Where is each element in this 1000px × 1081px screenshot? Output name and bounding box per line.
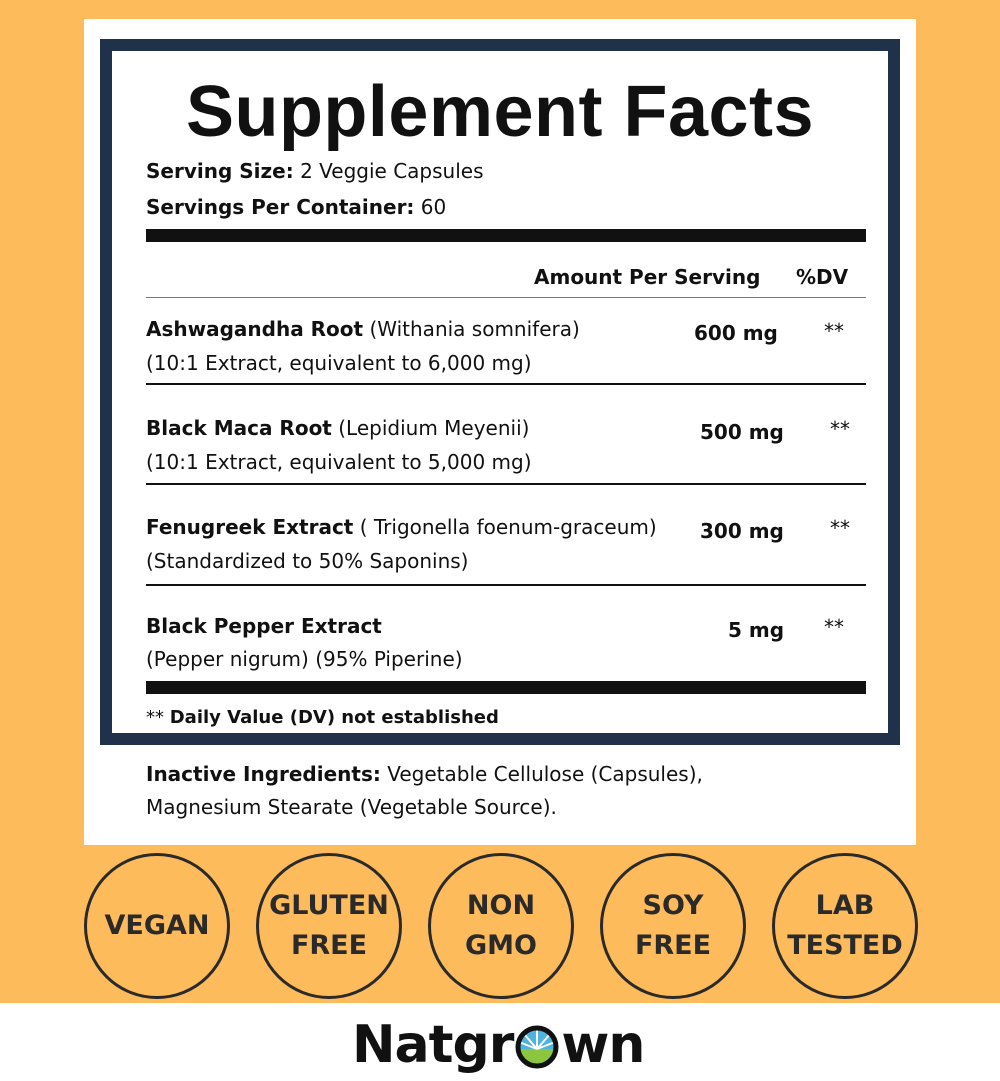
ingredient-name: Black Pepper Extract (146, 614, 382, 638)
badge-text: GLUTEN (269, 890, 389, 921)
ingredient-name: Ashwagandha Root (146, 317, 364, 341)
serving-size: Serving Size: 2 Veggie Capsules (146, 159, 484, 183)
serving-size-value: 2 Veggie Capsules (300, 159, 484, 183)
title: Supplement Facts (185, 72, 815, 152)
ingredient-latin: ( Trigonella foenum-graceum) (359, 515, 657, 539)
badge-text: GMO (465, 930, 537, 961)
brand-logo: Natgr wn (352, 1015, 645, 1075)
badge-text: FREE (290, 930, 368, 961)
badge-text: TESTED (787, 930, 903, 961)
brand-footer: Natgr wn (0, 1003, 1000, 1081)
inactive-line1: Vegetable Cellulose (Capsules), (387, 762, 703, 786)
badge-gluten-free: GLUTEN FREE (256, 853, 402, 999)
inactive-ingredients: Inactive Ingredients: Vegetable Cellulos… (146, 762, 703, 786)
badge-lab-tested: LAB TESTED (772, 853, 918, 999)
ingredient-dv: ** (824, 319, 844, 343)
thick-divider (146, 681, 866, 694)
ingredient-amount: 5 mg (728, 618, 785, 642)
dv-header: %DV (796, 265, 849, 289)
footnote-text: Daily Value (DV) not established (169, 707, 499, 728)
servings-per-container: Servings Per Container: 60 (146, 195, 446, 219)
divider (146, 584, 866, 586)
ingredient-dv: ** (830, 417, 850, 441)
ingredient-dv: ** (824, 615, 844, 639)
serving-size-label: Serving Size: (146, 159, 294, 183)
ingredient-latin: (Lepidium Meyenii) (338, 416, 530, 440)
ingredient-amount: 500 mg (700, 420, 784, 444)
inactive-line2: Magnesium Stearate (Vegetable Source). (146, 795, 557, 819)
brand-text: Natgr (352, 1015, 514, 1075)
servings-value: 60 (420, 195, 447, 219)
divider (146, 297, 866, 298)
ingredient-name: Fenugreek Extract (146, 515, 354, 539)
ingredient-latin: (Withania somnifera) (369, 317, 580, 341)
ingredient-detail: (Pepper nigrum) (95% Piperine) (146, 647, 463, 671)
brand-text: wn (561, 1015, 645, 1075)
ingredient-amount: 300 mg (700, 519, 784, 543)
badge-soy-free: SOY FREE (600, 853, 746, 999)
supplement-facts-box: Supplement Facts Serving Size: 2 Veggie … (100, 39, 900, 745)
badge-text: NON (466, 890, 536, 921)
divider (146, 483, 866, 485)
ingredient-dv: ** (830, 516, 850, 540)
servings-label: Servings Per Container: (146, 195, 415, 219)
thick-divider (146, 229, 866, 242)
inactive-label: Inactive Ingredients: (146, 762, 381, 786)
ingredient-name: Black Maca Root (146, 416, 332, 440)
badge-vegan: VEGAN (84, 853, 230, 999)
badge-non-gmo: NON GMO (428, 853, 574, 999)
badge-text: FREE (634, 930, 712, 961)
badge-text: LAB (815, 890, 875, 921)
amount-header: Amount Per Serving (534, 265, 761, 289)
ingredient-detail: (10:1 Extract, equivalent to 6,000 mg) (146, 351, 532, 375)
badge-text: SOY (642, 890, 704, 921)
ingredient-amount: 600 mg (694, 321, 778, 345)
sun-field-icon (515, 1025, 559, 1069)
footnote: ** Daily Value (DV) not established (146, 707, 499, 728)
ingredient-detail: (10:1 Extract, equivalent to 5,000 mg) (146, 450, 532, 474)
ingredient-detail: (Standardized to 50% Saponins) (146, 549, 469, 573)
badge-text: VEGAN (104, 910, 210, 941)
footnote-stars: ** (146, 707, 164, 728)
divider (146, 383, 866, 385)
